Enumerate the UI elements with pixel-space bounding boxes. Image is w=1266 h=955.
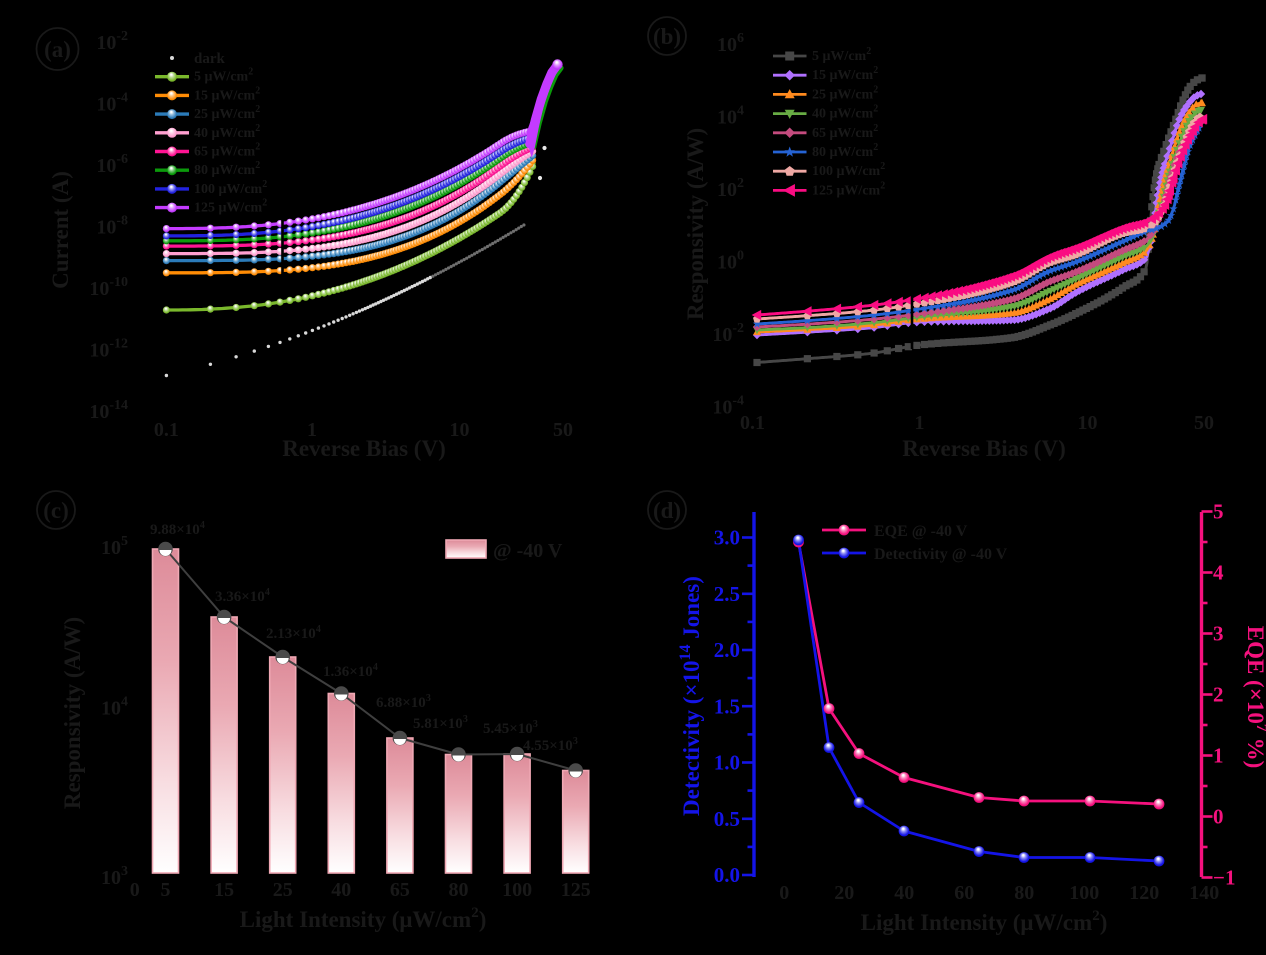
svg-text:3: 3: [1213, 622, 1224, 646]
svg-text:100 μW/cm2: 100 μW/cm2: [812, 161, 885, 179]
svg-text:Responsivity (A/W): Responsivity (A/W): [683, 128, 708, 320]
svg-text:Reverse Bias (V): Reverse Bias (V): [902, 436, 1066, 461]
svg-text:125 μW/cm2: 125 μW/cm2: [812, 180, 885, 198]
svg-text:65: 65: [390, 879, 410, 901]
svg-text:1: 1: [1213, 744, 1224, 768]
svg-text:25: 25: [273, 879, 293, 901]
svg-text:60: 60: [954, 882, 974, 904]
svg-text:EQE (×107 %): EQE (×107 %): [1243, 626, 1266, 769]
svg-text:0.1: 0.1: [154, 419, 179, 441]
svg-text:1: 1: [915, 412, 925, 434]
svg-text:Reverse Bias (V): Reverse Bias (V): [282, 436, 446, 461]
svg-text:0: 0: [1213, 805, 1224, 829]
svg-text:0.5: 0.5: [714, 807, 740, 831]
svg-text:(a): (a): [44, 37, 71, 62]
svg-text:5.81×103: 5.81×103: [413, 714, 468, 732]
svg-text:dark: dark: [194, 51, 226, 67]
svg-text:5: 5: [1213, 500, 1224, 524]
svg-text:5 μW/cm2: 5 μW/cm2: [812, 46, 871, 64]
svg-text:50: 50: [1194, 412, 1214, 434]
svg-text:9.88×104: 9.88×104: [150, 520, 205, 538]
svg-text:(d): (d): [653, 498, 681, 523]
svg-text:65 μW/cm2: 65 μW/cm2: [812, 123, 878, 141]
svg-text:(c): (c): [43, 498, 69, 523]
svg-text:40 μW/cm2: 40 μW/cm2: [194, 123, 260, 141]
svg-text:2.0: 2.0: [714, 638, 740, 662]
svg-text:@ -40 V: @ -40 V: [493, 540, 563, 562]
svg-text:100 μW/cm2: 100 μW/cm2: [194, 179, 267, 197]
svg-text:0: 0: [130, 879, 140, 901]
svg-text:25 μW/cm2: 25 μW/cm2: [812, 84, 878, 102]
svg-text:Detectivity @ -40 V: Detectivity @ -40 V: [874, 546, 1008, 563]
svg-text:Light Intensity (μW/cm2): Light Intensity (μW/cm2): [861, 908, 1108, 935]
svg-text:125: 125: [561, 879, 591, 901]
svg-text:10-2: 10-2: [96, 29, 128, 54]
svg-text:120: 120: [1129, 882, 1159, 904]
svg-text:EQE @ -40 V: EQE @ -40 V: [874, 523, 968, 540]
svg-text:2: 2: [1213, 683, 1224, 707]
svg-text:140: 140: [1189, 882, 1219, 904]
svg-text:2.5: 2.5: [714, 582, 740, 606]
svg-text:80: 80: [449, 879, 469, 901]
svg-text:0.0: 0.0: [714, 863, 740, 887]
svg-text:2.13×104: 2.13×104: [266, 624, 321, 642]
svg-text:100: 100: [1069, 882, 1099, 904]
svg-text:3.0: 3.0: [714, 526, 740, 550]
svg-text:40: 40: [894, 882, 914, 904]
svg-text:−1: −1: [1213, 866, 1235, 890]
svg-text:15 μW/cm2: 15 μW/cm2: [812, 65, 878, 83]
svg-text:10: 10: [450, 419, 470, 441]
svg-text:125 μW/cm2: 125 μW/cm2: [194, 198, 267, 216]
svg-text:1.5: 1.5: [714, 694, 740, 718]
svg-text:4: 4: [1213, 561, 1224, 585]
svg-text:15: 15: [214, 879, 234, 901]
svg-text:80: 80: [1014, 882, 1034, 904]
svg-text:0.1: 0.1: [740, 412, 765, 434]
svg-text:Detectivity (×1014 Jones): Detectivity (×1014 Jones): [677, 576, 704, 816]
svg-text:Responsivity (A/W): Responsivity (A/W): [60, 617, 85, 809]
svg-text:Light Intensity (μW/cm2): Light Intensity (μW/cm2): [240, 905, 487, 932]
svg-text:1: 1: [307, 419, 317, 441]
svg-text:1.36×104: 1.36×104: [323, 662, 378, 680]
svg-text:25 μW/cm2: 25 μW/cm2: [194, 104, 260, 122]
svg-text:100: 100: [502, 879, 532, 901]
svg-text:10: 10: [1078, 412, 1098, 434]
svg-text:65 μW/cm2: 65 μW/cm2: [194, 142, 260, 160]
svg-text:50: 50: [553, 419, 573, 441]
svg-text:15 μW/cm2: 15 μW/cm2: [194, 85, 260, 103]
svg-text:Current (A): Current (A): [48, 171, 73, 289]
svg-text:40 μW/cm2: 40 μW/cm2: [812, 104, 878, 122]
svg-text:80 μW/cm2: 80 μW/cm2: [812, 142, 878, 160]
svg-text:1.0: 1.0: [714, 751, 740, 775]
svg-text:(b): (b): [653, 24, 681, 49]
svg-text:10-14: 10-14: [89, 398, 128, 423]
svg-text:40: 40: [331, 879, 351, 901]
svg-text:5 μW/cm2: 5 μW/cm2: [194, 67, 253, 85]
svg-text:5: 5: [161, 879, 171, 901]
svg-text:20: 20: [834, 882, 854, 904]
svg-text:4.55×103: 4.55×103: [523, 736, 578, 754]
svg-text:0: 0: [779, 882, 789, 904]
svg-text:3.36×104: 3.36×104: [215, 587, 270, 605]
svg-text:6.88×103: 6.88×103: [376, 693, 431, 711]
svg-text:5.45×103: 5.45×103: [483, 719, 538, 737]
svg-text:80 μW/cm2: 80 μW/cm2: [194, 160, 260, 178]
